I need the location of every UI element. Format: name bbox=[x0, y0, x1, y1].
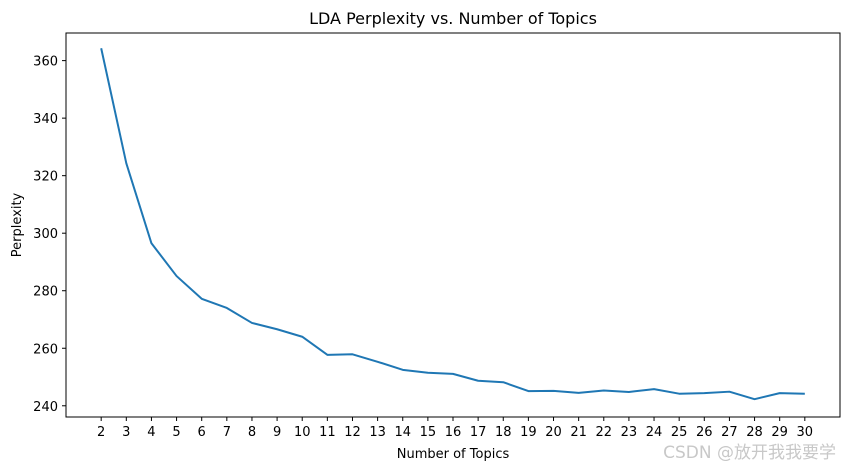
x-tick-label: 3 bbox=[122, 425, 130, 440]
plot-frame bbox=[65, 32, 841, 418]
perplexity-line bbox=[100, 48, 805, 401]
x-tick-label: 18 bbox=[495, 425, 512, 440]
x-tick-label: 4 bbox=[147, 425, 155, 440]
chart-title: LDA Perplexity vs. Number of Topics bbox=[309, 9, 597, 28]
x-tick-label: 5 bbox=[172, 425, 180, 440]
x-tick-label: 21 bbox=[570, 425, 587, 440]
x-tick-label: 30 bbox=[797, 425, 814, 440]
x-tick-label: 15 bbox=[420, 425, 437, 440]
y-tick-label: 240 bbox=[33, 400, 58, 415]
watermark: CSDN @放开我我要学 bbox=[663, 443, 836, 463]
x-tick-label: 16 bbox=[445, 425, 462, 440]
x-tick-label: 2 bbox=[97, 425, 105, 440]
x-tick-label: 17 bbox=[470, 425, 487, 440]
x-tick-label: 12 bbox=[344, 425, 361, 440]
x-tick-label: 13 bbox=[369, 425, 386, 440]
x-tick-label: 24 bbox=[646, 425, 663, 440]
x-tick-label: 22 bbox=[596, 425, 613, 440]
x-tick-label: 14 bbox=[394, 425, 411, 440]
y-tick-label: 300 bbox=[33, 227, 58, 242]
x-tick-label: 28 bbox=[746, 425, 763, 440]
x-tick-label: 29 bbox=[771, 425, 788, 440]
x-tick-label: 10 bbox=[294, 425, 311, 440]
x-tick-label: 23 bbox=[621, 425, 638, 440]
x-tick-label: 25 bbox=[671, 425, 688, 440]
x-tick-label: 7 bbox=[223, 425, 231, 440]
y-tick-label: 340 bbox=[33, 112, 58, 127]
y-tick-label: 320 bbox=[33, 170, 58, 185]
x-tick-label: 9 bbox=[273, 425, 281, 440]
y-axis-label: Perplexity bbox=[10, 192, 25, 257]
x-tick-label: 27 bbox=[721, 425, 738, 440]
x-axis-label: Number of Topics bbox=[397, 447, 510, 462]
y-tick-label: 260 bbox=[33, 342, 58, 357]
x-tick-label: 11 bbox=[319, 425, 336, 440]
x-tick-label: 19 bbox=[520, 425, 537, 440]
x-tick-label: 20 bbox=[545, 425, 562, 440]
x-tick-label: 8 bbox=[248, 425, 256, 440]
y-tick-label: 280 bbox=[33, 285, 58, 300]
x-tick-label: 6 bbox=[198, 425, 206, 440]
y-tick-label: 360 bbox=[33, 55, 58, 70]
x-tick-label: 26 bbox=[696, 425, 713, 440]
